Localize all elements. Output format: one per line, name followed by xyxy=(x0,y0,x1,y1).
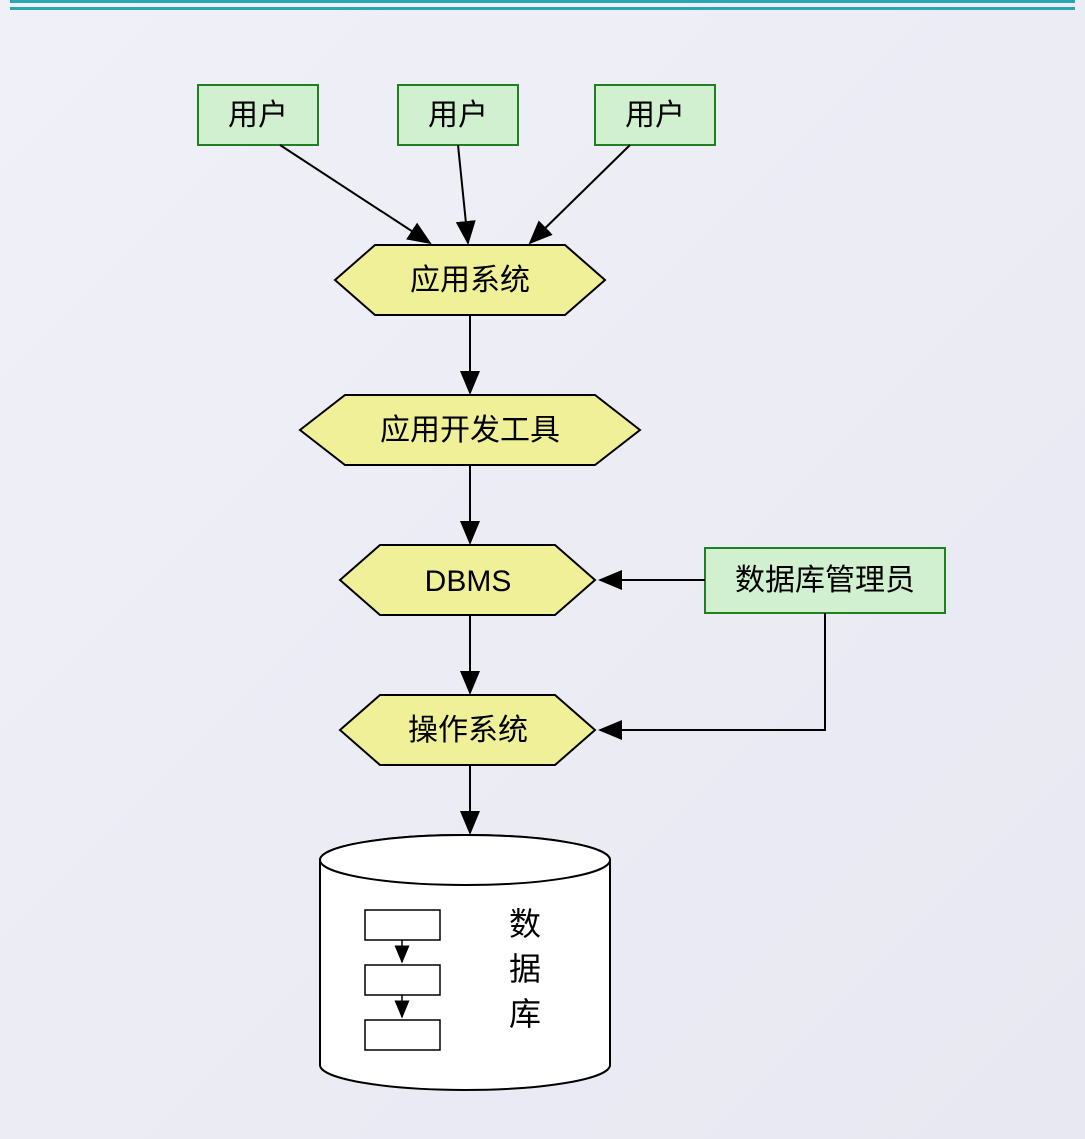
user-label-1: 用户 xyxy=(228,99,288,132)
os-label: 操作系统 xyxy=(408,714,528,747)
db-char-1: 数 xyxy=(509,906,541,942)
flowchart-svg: 用户 用户 用户 应用系统 应用开发工具 DBMS 数据库管理员 操作系统 xyxy=(0,0,1085,1139)
database-node: 数 据 库 xyxy=(320,835,610,1090)
dbms-node: DBMS xyxy=(340,545,595,615)
user-label-2: 用户 xyxy=(428,99,488,132)
user-node-2: 用户 xyxy=(398,85,518,145)
edge-user3-app xyxy=(530,145,630,243)
app-system-label: 应用系统 xyxy=(410,264,530,297)
user-node-1: 用户 xyxy=(198,85,318,145)
admin-label: 数据库管理员 xyxy=(735,564,915,597)
edge-user1-app xyxy=(280,145,430,243)
admin-node: 数据库管理员 xyxy=(705,548,945,613)
edge-user2-app xyxy=(458,145,468,243)
db-char-2: 据 xyxy=(509,951,541,987)
user-node-3: 用户 xyxy=(595,85,715,145)
os-node: 操作系统 xyxy=(340,695,595,765)
dev-tools-node: 应用开发工具 xyxy=(300,395,640,465)
dbms-label: DBMS xyxy=(425,565,512,598)
db-char-3: 库 xyxy=(509,996,541,1032)
app-system-node: 应用系统 xyxy=(335,245,605,315)
user-label-3: 用户 xyxy=(625,99,685,132)
edge-admin-os xyxy=(600,613,825,730)
dev-tools-label: 应用开发工具 xyxy=(380,414,560,447)
